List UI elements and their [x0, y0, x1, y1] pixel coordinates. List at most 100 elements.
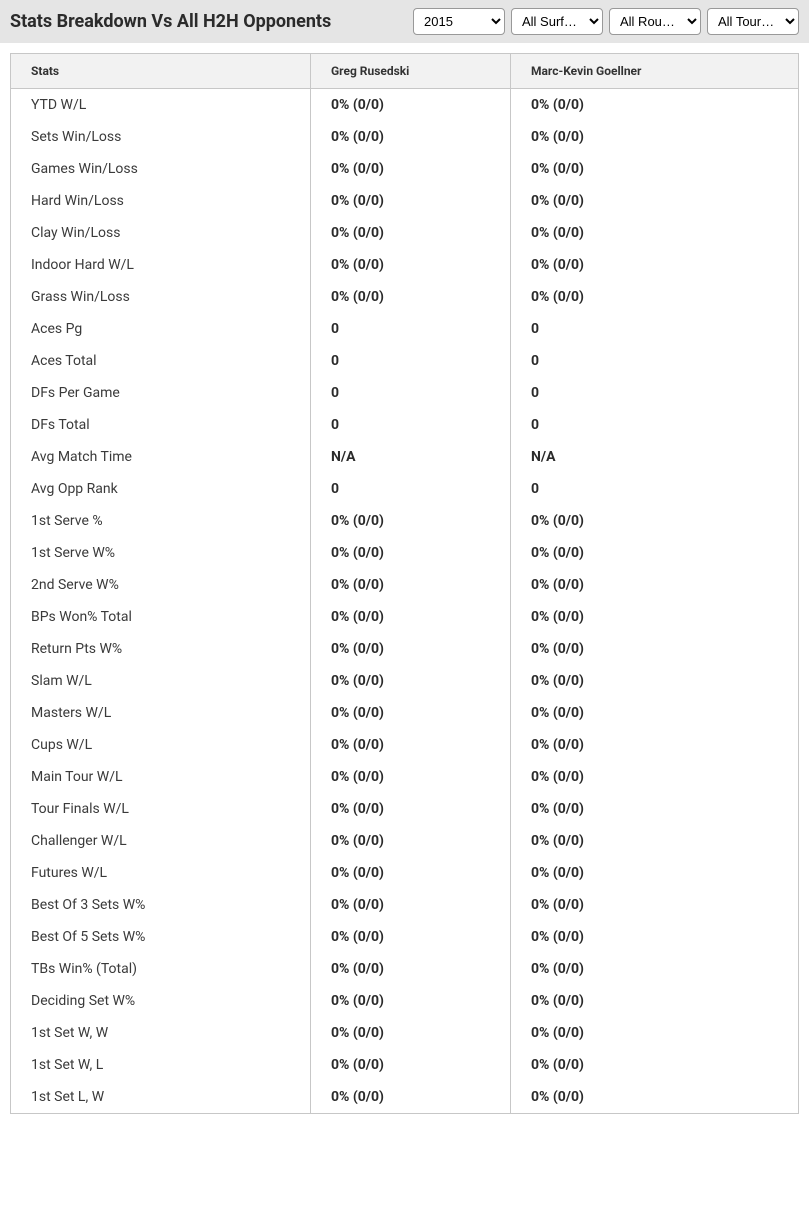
stat-label: Main Tour W/L [11, 761, 311, 793]
stat-value-p1: 0% (0/0) [311, 697, 511, 729]
stats-table: Stats Greg Rusedski Marc-Kevin Goellner … [10, 53, 799, 1114]
stat-label: Tour Finals W/L [11, 793, 311, 825]
table-row: Avg Match TimeN/AN/A [11, 441, 799, 473]
stat-value-p1: 0% (0/0) [311, 537, 511, 569]
table-row: Grass Win/Loss0% (0/0)0% (0/0) [11, 281, 799, 313]
stat-value-p2: 0% (0/0) [511, 1017, 799, 1049]
stat-value-p2: 0% (0/0) [511, 185, 799, 217]
table-header-row: Stats Greg Rusedski Marc-Kevin Goellner [11, 54, 799, 89]
stat-label: 1st Serve W% [11, 537, 311, 569]
stat-label: Grass Win/Loss [11, 281, 311, 313]
stat-value-p1: 0% (0/0) [311, 121, 511, 153]
stat-label: Indoor Hard W/L [11, 249, 311, 281]
table-row: YTD W/L0% (0/0)0% (0/0) [11, 89, 799, 122]
stat-value-p2: 0% (0/0) [511, 665, 799, 697]
stat-label: 1st Set W, L [11, 1049, 311, 1081]
stat-value-p2: 0% (0/0) [511, 1049, 799, 1081]
stat-label: 1st Set L, W [11, 1081, 311, 1114]
stat-value-p2: 0 [511, 377, 799, 409]
table-row: Challenger W/L0% (0/0)0% (0/0) [11, 825, 799, 857]
table-row: 1st Set L, W0% (0/0)0% (0/0) [11, 1081, 799, 1114]
stat-value-p2: 0% (0/0) [511, 857, 799, 889]
stat-value-p1: N/A [311, 441, 511, 473]
stat-label: Hard Win/Loss [11, 185, 311, 217]
stat-value-p1: 0% (0/0) [311, 857, 511, 889]
stat-label: Slam W/L [11, 665, 311, 697]
stat-label: DFs Per Game [11, 377, 311, 409]
stat-value-p2: 0% (0/0) [511, 121, 799, 153]
table-row: Deciding Set W%0% (0/0)0% (0/0) [11, 985, 799, 1017]
stat-label: Deciding Set W% [11, 985, 311, 1017]
stat-value-p2: 0% (0/0) [511, 1081, 799, 1114]
stat-value-p2: 0% (0/0) [511, 729, 799, 761]
filter-surface[interactable]: All Surf… [511, 8, 603, 35]
filter-tour[interactable]: All Tour… [707, 8, 799, 35]
col-header-p1: Greg Rusedski [311, 54, 511, 89]
stat-value-p1: 0% (0/0) [311, 569, 511, 601]
filter-round[interactable]: All Rou… [609, 8, 701, 35]
stat-value-p1: 0% (0/0) [311, 729, 511, 761]
stat-value-p1: 0 [311, 345, 511, 377]
stat-value-p1: 0% (0/0) [311, 665, 511, 697]
table-row: Main Tour W/L0% (0/0)0% (0/0) [11, 761, 799, 793]
stat-value-p2: 0% (0/0) [511, 921, 799, 953]
page-title: Stats Breakdown Vs All H2H Opponents [10, 11, 331, 32]
stat-value-p1: 0% (0/0) [311, 1081, 511, 1114]
stat-label: Cups W/L [11, 729, 311, 761]
table-wrap: Stats Greg Rusedski Marc-Kevin Goellner … [0, 43, 809, 1124]
table-row: Slam W/L0% (0/0)0% (0/0) [11, 665, 799, 697]
stat-value-p2: 0% (0/0) [511, 793, 799, 825]
stat-label: Clay Win/Loss [11, 217, 311, 249]
stat-value-p2: 0% (0/0) [511, 249, 799, 281]
stat-value-p2: 0% (0/0) [511, 825, 799, 857]
stat-value-p2: 0% (0/0) [511, 153, 799, 185]
stat-value-p2: 0% (0/0) [511, 889, 799, 921]
stat-label: Sets Win/Loss [11, 121, 311, 153]
table-row: 1st Set W, L0% (0/0)0% (0/0) [11, 1049, 799, 1081]
stat-value-p2: N/A [511, 441, 799, 473]
stat-label: BPs Won% Total [11, 601, 311, 633]
stat-label: Aces Pg [11, 313, 311, 345]
stat-value-p1: 0% (0/0) [311, 633, 511, 665]
table-row: 1st Set W, W0% (0/0)0% (0/0) [11, 1017, 799, 1049]
stat-value-p1: 0% (0/0) [311, 185, 511, 217]
stat-value-p2: 0% (0/0) [511, 761, 799, 793]
stat-value-p1: 0% (0/0) [311, 249, 511, 281]
stat-value-p1: 0 [311, 377, 511, 409]
table-row: Hard Win/Loss0% (0/0)0% (0/0) [11, 185, 799, 217]
stat-value-p1: 0% (0/0) [311, 601, 511, 633]
table-row: 1st Serve %0% (0/0)0% (0/0) [11, 505, 799, 537]
table-row: Futures W/L0% (0/0)0% (0/0) [11, 857, 799, 889]
stat-label: Masters W/L [11, 697, 311, 729]
stat-value-p1: 0 [311, 409, 511, 441]
table-row: TBs Win% (Total)0% (0/0)0% (0/0) [11, 953, 799, 985]
stat-value-p2: 0% (0/0) [511, 89, 799, 122]
table-row: Avg Opp Rank00 [11, 473, 799, 505]
stat-value-p2: 0% (0/0) [511, 633, 799, 665]
stat-value-p2: 0 [511, 473, 799, 505]
stat-value-p2: 0% (0/0) [511, 601, 799, 633]
table-row: Cups W/L0% (0/0)0% (0/0) [11, 729, 799, 761]
table-row: 2nd Serve W%0% (0/0)0% (0/0) [11, 569, 799, 601]
table-row: Indoor Hard W/L0% (0/0)0% (0/0) [11, 249, 799, 281]
stat-value-p1: 0% (0/0) [311, 825, 511, 857]
stat-label: Aces Total [11, 345, 311, 377]
table-row: Best Of 5 Sets W%0% (0/0)0% (0/0) [11, 921, 799, 953]
table-row: Masters W/L0% (0/0)0% (0/0) [11, 697, 799, 729]
stat-label: 1st Set W, W [11, 1017, 311, 1049]
stat-value-p1: 0% (0/0) [311, 153, 511, 185]
stat-value-p2: 0 [511, 313, 799, 345]
col-header-stats: Stats [11, 54, 311, 89]
filter-year[interactable]: 2015 [413, 8, 505, 35]
stat-value-p1: 0 [311, 473, 511, 505]
stat-value-p1: 0% (0/0) [311, 89, 511, 122]
table-row: Aces Pg00 [11, 313, 799, 345]
table-row: DFs Total00 [11, 409, 799, 441]
stat-value-p2: 0% (0/0) [511, 569, 799, 601]
table-row: 1st Serve W%0% (0/0)0% (0/0) [11, 537, 799, 569]
stat-value-p2: 0% (0/0) [511, 697, 799, 729]
stat-label: DFs Total [11, 409, 311, 441]
table-row: Tour Finals W/L0% (0/0)0% (0/0) [11, 793, 799, 825]
stat-value-p2: 0% (0/0) [511, 985, 799, 1017]
stat-value-p1: 0% (0/0) [311, 1017, 511, 1049]
